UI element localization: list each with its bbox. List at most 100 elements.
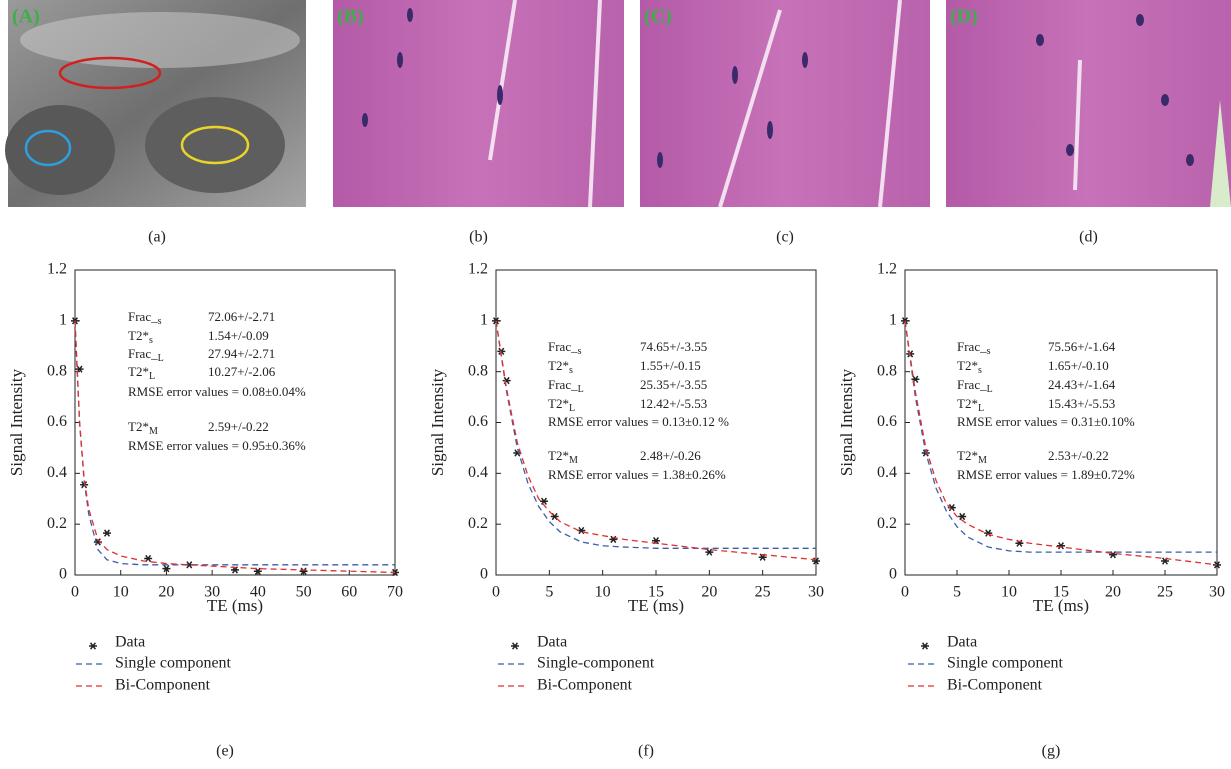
legend-label: Data — [947, 634, 977, 651]
histology-image — [333, 0, 624, 207]
annotation-name: Frac_ — [548, 377, 578, 392]
y-tick-label: 0 — [59, 566, 67, 583]
x-tick-label: 30 — [1209, 584, 1225, 601]
legend-label: Single component — [947, 655, 1064, 672]
legend-label: Bi-Component — [537, 677, 633, 694]
x-tick-label: 25 — [755, 584, 771, 601]
x-tick-label: 20 — [1105, 584, 1121, 601]
annotation: RMSE error values = 1.38±0.26% — [548, 467, 726, 482]
histology-image — [946, 0, 1231, 207]
annotation-subscript: s — [578, 346, 582, 357]
y-tick-label: 0.8 — [877, 362, 897, 379]
annotation-label: T2*L — [548, 396, 575, 414]
annotation-value: 2.53+/-0.22 — [1048, 448, 1109, 463]
x-tick-label: 0 — [71, 584, 79, 601]
y-tick-label: 0.6 — [468, 413, 488, 430]
x-axis-label: TE (ms) — [1033, 596, 1089, 615]
y-tick-label: 1.2 — [468, 261, 488, 278]
fit-curve — [496, 321, 816, 548]
y-axis-label: Signal Intensity — [837, 368, 856, 476]
y-axis-label: Signal Intensity — [7, 368, 26, 476]
annotation: RMSE error values = 0.95±0.36% — [128, 438, 306, 453]
y-tick-label: 1 — [480, 312, 488, 329]
annotation-subscript: M — [569, 455, 578, 466]
annotation: RMSE error values = 0.13±0.12 % — [548, 414, 729, 429]
annotation-value: 25.35+/-3.55 — [640, 377, 707, 392]
annotation-subscript: s — [987, 346, 991, 357]
x-tick-label: 0 — [901, 584, 909, 601]
y-tick-label: 0.2 — [468, 515, 488, 532]
annotation-name: T2* — [128, 419, 149, 434]
legend-marker — [89, 643, 97, 649]
annotation-label: Frac_s — [128, 309, 162, 327]
legend-marker — [921, 643, 929, 649]
x-tick-label: 5 — [953, 584, 961, 601]
x-tick-label: 25 — [1157, 584, 1173, 601]
x-tick-label: 10 — [1001, 584, 1017, 601]
y-tick-label: 0.6 — [877, 413, 897, 430]
y-tick-label: 0.2 — [47, 515, 67, 532]
y-tick-label: 0 — [480, 566, 488, 583]
legend-label: Bi-Component — [947, 677, 1043, 694]
annotation-subscript: s — [158, 316, 162, 327]
y-tick-label: 0 — [889, 566, 897, 583]
x-tick-label: 60 — [341, 584, 357, 601]
annotation-subscript: L — [978, 403, 984, 414]
figure: (A)(a)(B)(b)(C)(c)(D)(d)00.20.40.60.811.… — [0, 0, 1231, 769]
annotation-subscript: s — [569, 365, 573, 376]
annotation-subscript: L — [578, 384, 584, 395]
histology-image — [640, 0, 930, 207]
panel-caption: (b) — [469, 229, 488, 246]
annotation-value: 2.59+/-0.22 — [208, 419, 269, 434]
y-axis-label: Signal Intensity — [428, 368, 447, 476]
x-axis-label: TE (ms) — [207, 596, 263, 615]
annotation-name: T2* — [548, 448, 569, 463]
x-tick-label: 5 — [545, 584, 553, 601]
x-tick-label: 0 — [492, 584, 500, 601]
annotation-value: 1.65+/-0.10 — [1048, 358, 1109, 373]
panel-letter: (C) — [644, 6, 672, 28]
annotation-name: T2* — [957, 396, 978, 411]
annotation-name: T2* — [957, 448, 978, 463]
fit-curve — [496, 321, 816, 560]
x-tick-label: 70 — [387, 584, 403, 601]
legend-label: Single component — [115, 655, 232, 672]
panel-caption: (d) — [1079, 229, 1098, 246]
annotation-value: 12.42+/-5.53 — [640, 396, 707, 411]
panel-letter: (B) — [337, 6, 364, 28]
x-tick-label: 20 — [158, 584, 174, 601]
annotation-label: T2*M — [548, 448, 578, 466]
y-tick-label: 0.4 — [877, 464, 897, 481]
annotation-value: 10.27+/-2.06 — [208, 364, 276, 379]
panel-caption: (a) — [148, 229, 166, 246]
annotation-subscript: s — [978, 365, 982, 376]
annotation-value: 15.43+/-5.53 — [1048, 396, 1115, 411]
annotation-subscript: L — [569, 403, 575, 414]
annotation-name: Frac_ — [128, 346, 158, 361]
annotation-label: T2*s — [548, 358, 573, 376]
data-point — [911, 376, 919, 382]
x-tick-label: 30 — [808, 584, 824, 601]
x-tick-label: 10 — [113, 584, 129, 601]
annotation-value: 75.56+/-1.64 — [1048, 339, 1116, 354]
y-tick-label: 0.4 — [468, 464, 488, 481]
y-tick-label: 0.8 — [468, 362, 488, 379]
data-point — [958, 513, 966, 519]
annotation-name: T2* — [128, 364, 149, 379]
data-point — [540, 498, 548, 504]
y-tick-label: 1 — [889, 312, 897, 329]
annotation: RMSE error values = 0.08±0.04% — [128, 384, 306, 399]
annotation-value: 27.94+/-2.71 — [208, 346, 275, 361]
annotation-subscript: L — [158, 353, 164, 364]
annotation-label: T2*M — [128, 419, 158, 437]
annotation-label: T2*s — [957, 358, 982, 376]
annotation-label: Frac_L — [957, 377, 993, 395]
annotation-value: 24.43+/-1.64 — [1048, 377, 1116, 392]
y-tick-label: 0.6 — [47, 413, 67, 430]
panel-letter: (D) — [950, 6, 978, 28]
annotation-name: T2* — [548, 396, 569, 411]
annotation-subscript: L — [149, 371, 155, 382]
annotation-name: Frac_ — [957, 339, 987, 354]
data-point — [503, 377, 511, 383]
panel-caption: (c) — [776, 229, 794, 246]
